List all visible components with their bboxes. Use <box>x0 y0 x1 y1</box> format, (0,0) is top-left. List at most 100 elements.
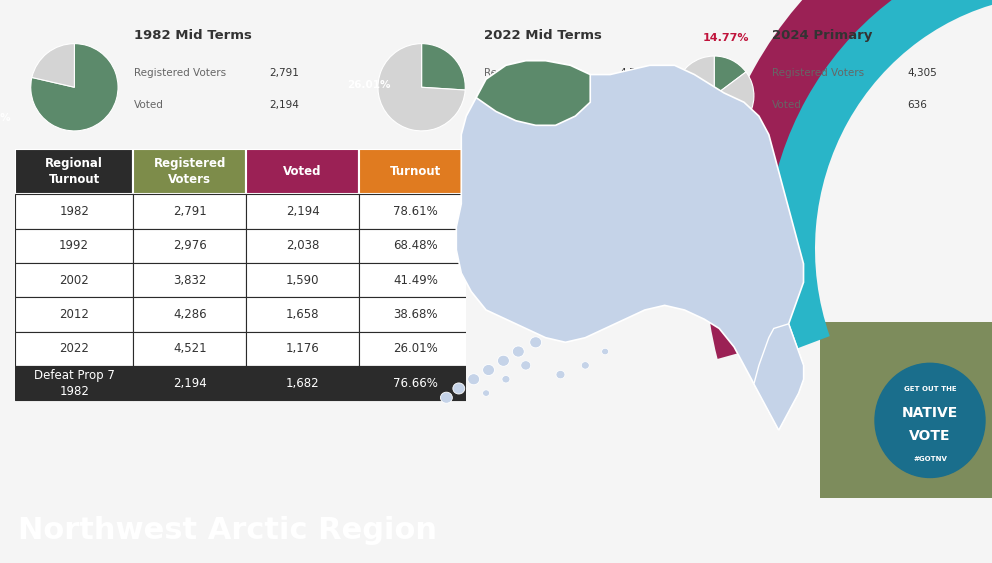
Wedge shape <box>32 43 74 87</box>
Bar <box>15 149 133 194</box>
Text: 2,791: 2,791 <box>269 68 300 78</box>
Bar <box>133 194 246 229</box>
Bar <box>15 263 133 297</box>
Text: 41.49%: 41.49% <box>393 274 437 287</box>
Text: 14.77%: 14.77% <box>703 33 749 43</box>
Text: Registered
Voters: Registered Voters <box>154 157 226 186</box>
Circle shape <box>513 346 525 357</box>
Bar <box>246 229 359 263</box>
Text: 1982 Mid Terms: 1982 Mid Terms <box>134 29 252 42</box>
Bar <box>359 332 472 366</box>
Bar <box>133 332 246 366</box>
Text: 38.68%: 38.68% <box>393 308 437 321</box>
Text: 4,521: 4,521 <box>173 342 206 355</box>
Circle shape <box>502 376 510 383</box>
Text: 1982: 1982 <box>60 205 89 218</box>
Bar <box>246 332 359 366</box>
Bar <box>246 366 359 400</box>
Text: 78.61%: 78.61% <box>393 205 437 218</box>
Wedge shape <box>378 43 465 131</box>
Text: 2,791: 2,791 <box>173 205 206 218</box>
Bar <box>133 366 246 400</box>
Text: 2024 Primary: 2024 Primary <box>772 29 872 42</box>
Bar <box>359 194 472 229</box>
Bar <box>15 229 133 263</box>
Bar <box>15 332 133 366</box>
Text: VOTE: VOTE <box>910 429 950 443</box>
Text: 2022: 2022 <box>60 342 89 355</box>
Circle shape <box>483 390 490 396</box>
Text: 636: 636 <box>908 100 928 110</box>
Circle shape <box>482 364 494 376</box>
Text: 2,194: 2,194 <box>286 205 319 218</box>
Circle shape <box>556 370 565 379</box>
Bar <box>15 297 133 332</box>
Text: 4,305: 4,305 <box>908 68 936 78</box>
Text: Regional
Turnout: Regional Turnout <box>46 157 103 186</box>
Polygon shape <box>456 61 804 430</box>
Text: 1992: 1992 <box>60 239 89 252</box>
Wedge shape <box>675 56 754 135</box>
Text: 1,658: 1,658 <box>286 308 319 321</box>
Text: Voted: Voted <box>284 166 321 178</box>
Text: 1,176: 1,176 <box>286 342 319 355</box>
Circle shape <box>452 383 464 394</box>
Text: Registered Voters: Registered Voters <box>134 68 226 78</box>
Wedge shape <box>740 0 992 363</box>
Text: 26.01%: 26.01% <box>393 342 437 355</box>
Circle shape <box>468 374 480 385</box>
Text: 68.48%: 68.48% <box>393 239 437 252</box>
Polygon shape <box>754 324 804 430</box>
Bar <box>133 149 246 194</box>
Bar <box>246 149 359 194</box>
Circle shape <box>497 355 510 367</box>
Text: NATIVE: NATIVE <box>902 406 958 420</box>
Text: 2002: 2002 <box>60 274 89 287</box>
Text: 26.01%: 26.01% <box>347 80 391 90</box>
Bar <box>246 263 359 297</box>
Text: Northwest Arctic Region: Northwest Arctic Region <box>18 516 436 545</box>
Bar <box>820 322 992 508</box>
Circle shape <box>581 361 589 369</box>
Text: Defeat Prop 7
1982: Defeat Prop 7 1982 <box>34 369 114 397</box>
Text: 2,976: 2,976 <box>173 239 206 252</box>
Circle shape <box>440 392 452 403</box>
Bar <box>133 229 246 263</box>
Wedge shape <box>31 43 118 131</box>
Wedge shape <box>422 43 465 90</box>
Bar <box>15 194 133 229</box>
Polygon shape <box>476 61 590 126</box>
Text: #GOTNV: #GOTNV <box>913 456 947 462</box>
Bar <box>359 229 472 263</box>
Text: 2,194: 2,194 <box>173 377 206 390</box>
Bar <box>246 297 359 332</box>
Bar <box>359 263 472 297</box>
Text: Registered Voters: Registered Voters <box>772 68 864 78</box>
Bar <box>359 366 472 400</box>
Bar <box>246 194 359 229</box>
Circle shape <box>601 348 608 355</box>
Text: 3,832: 3,832 <box>173 274 206 287</box>
Wedge shape <box>705 0 992 359</box>
Wedge shape <box>714 56 746 96</box>
Text: Voted: Voted <box>484 100 514 110</box>
Text: 2022 Mid Terms: 2022 Mid Terms <box>484 29 602 42</box>
Text: GET OUT THE: GET OUT THE <box>904 386 956 392</box>
Text: 2,194: 2,194 <box>269 100 300 110</box>
Bar <box>15 366 133 400</box>
Bar <box>359 149 472 194</box>
Text: Voted: Voted <box>772 100 802 110</box>
Circle shape <box>530 337 542 348</box>
Text: 4,521: 4,521 <box>619 68 650 78</box>
Bar <box>133 263 246 297</box>
Text: 76.66%: 76.66% <box>393 377 437 390</box>
Bar <box>359 297 472 332</box>
Text: 4,286: 4,286 <box>173 308 206 321</box>
Text: 1,176: 1,176 <box>619 100 650 110</box>
Text: Registered Voters: Registered Voters <box>484 68 576 78</box>
Text: 2,038: 2,038 <box>286 239 319 252</box>
Circle shape <box>875 363 985 477</box>
Circle shape <box>521 361 531 370</box>
Text: 1,590: 1,590 <box>286 274 319 287</box>
Text: Voted: Voted <box>134 100 164 110</box>
